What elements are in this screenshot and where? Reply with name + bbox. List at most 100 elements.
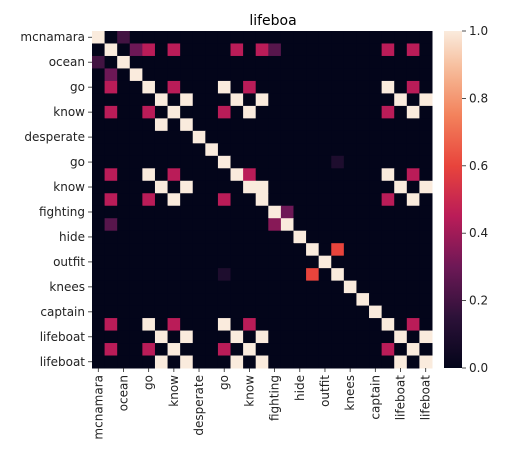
heatmap-cell (268, 318, 282, 332)
heatmap-cell (268, 343, 282, 357)
heatmap-cell (117, 68, 131, 82)
heatmap-cell (104, 43, 118, 57)
heatmap-cell (129, 68, 143, 82)
heatmap-cell (356, 243, 370, 257)
heatmap-cell (331, 318, 345, 332)
heatmap-cell (268, 218, 282, 232)
heatmap-cell (217, 55, 232, 69)
heatmap-cell (117, 80, 131, 94)
heatmap-cell (318, 343, 332, 357)
heatmap-cell (394, 55, 408, 69)
heatmap-cell (205, 180, 219, 194)
heatmap-cell (293, 130, 307, 144)
heatmap-cell (154, 293, 169, 307)
heatmap-cell (406, 180, 420, 194)
heatmap-cell (318, 130, 332, 144)
heatmap-cell (104, 93, 118, 107)
heatmap-cell (331, 243, 345, 257)
heatmap-cell (142, 43, 156, 57)
heatmap-cell (142, 80, 156, 94)
heatmap-cell (381, 218, 395, 232)
heatmap-cell (356, 293, 370, 307)
heatmap-cell (117, 205, 131, 219)
heatmap-cell (394, 318, 408, 332)
heatmap-cell (268, 105, 282, 119)
heatmap-cell (117, 118, 131, 132)
heatmap-cell (255, 218, 269, 232)
heatmap-cell (230, 243, 244, 257)
heatmap-cell (255, 280, 269, 294)
heatmap-cell (230, 80, 244, 94)
heatmap-cell (154, 243, 169, 257)
heatmap-cell (381, 293, 395, 307)
heatmap-cell (154, 31, 169, 44)
heatmap-cell (142, 318, 156, 332)
heatmap-cell (268, 31, 282, 44)
heatmap-cell (293, 305, 307, 319)
heatmap-cell (205, 230, 219, 244)
heatmap-cell (217, 230, 232, 244)
heatmap-cell (331, 43, 345, 57)
heatmap-cell (369, 68, 383, 82)
heatmap-cell (343, 280, 357, 294)
heatmap-cell (306, 168, 320, 182)
heatmap-cell (343, 305, 357, 319)
heatmap-cell (104, 268, 118, 282)
heatmap-cell (306, 205, 320, 219)
heatmap-cell (192, 143, 206, 157)
heatmap-cell (293, 268, 307, 282)
heatmap-cells (92, 31, 433, 369)
heatmap-cell (381, 355, 395, 369)
heatmap-cell (419, 155, 433, 169)
heatmap-cell (117, 355, 131, 369)
heatmap-cell (356, 205, 370, 219)
heatmap-cell (230, 293, 244, 307)
heatmap-cell (154, 305, 169, 319)
heatmap-cell (104, 168, 118, 182)
heatmap-cell (419, 268, 433, 282)
heatmap-cell (394, 293, 408, 307)
heatmap-cell (217, 318, 232, 332)
heatmap-cell (92, 243, 106, 257)
heatmap-cell (180, 280, 194, 294)
heatmap-cell (369, 155, 383, 169)
heatmap-cell (356, 143, 370, 157)
heatmap-cell (369, 243, 383, 257)
heatmap-cell (92, 255, 106, 269)
heatmap-cell (154, 155, 169, 169)
heatmap-cell (167, 268, 181, 282)
heatmap-cell (255, 230, 269, 244)
heatmap-cell (280, 93, 294, 107)
heatmap-cell (167, 193, 181, 207)
heatmap-cell (419, 55, 433, 69)
heatmap-cell (192, 155, 206, 169)
heatmap-cell (406, 31, 420, 44)
heatmap-cell (230, 130, 244, 144)
heatmap-cell (142, 243, 156, 257)
heatmap-cell (230, 193, 244, 207)
heatmap-cell (394, 31, 408, 44)
heatmap-cell (217, 255, 232, 269)
heatmap-cell (419, 218, 433, 232)
heatmap-cell (180, 43, 194, 57)
heatmap-cell (369, 55, 383, 69)
heatmap-cell (117, 168, 131, 182)
heatmap-cell (394, 230, 408, 244)
heatmap-cell (293, 218, 307, 232)
heatmap-cell (419, 243, 433, 257)
heatmap-cell (104, 205, 118, 219)
heatmap-cell (180, 155, 194, 169)
heatmap-cell (280, 205, 294, 219)
heatmap-cell (92, 143, 106, 157)
heatmap-cell (180, 230, 194, 244)
heatmap-cell (192, 130, 206, 144)
heatmap-cell (243, 55, 257, 69)
heatmap-cell (419, 143, 433, 157)
heatmap-cell (369, 255, 383, 269)
heatmap-cell (142, 293, 156, 307)
column-tick-label: know (242, 375, 256, 407)
heatmap-cell (369, 268, 383, 282)
heatmap-cell (92, 305, 106, 319)
heatmap-cell (394, 130, 408, 144)
heatmap-cell (142, 93, 156, 107)
